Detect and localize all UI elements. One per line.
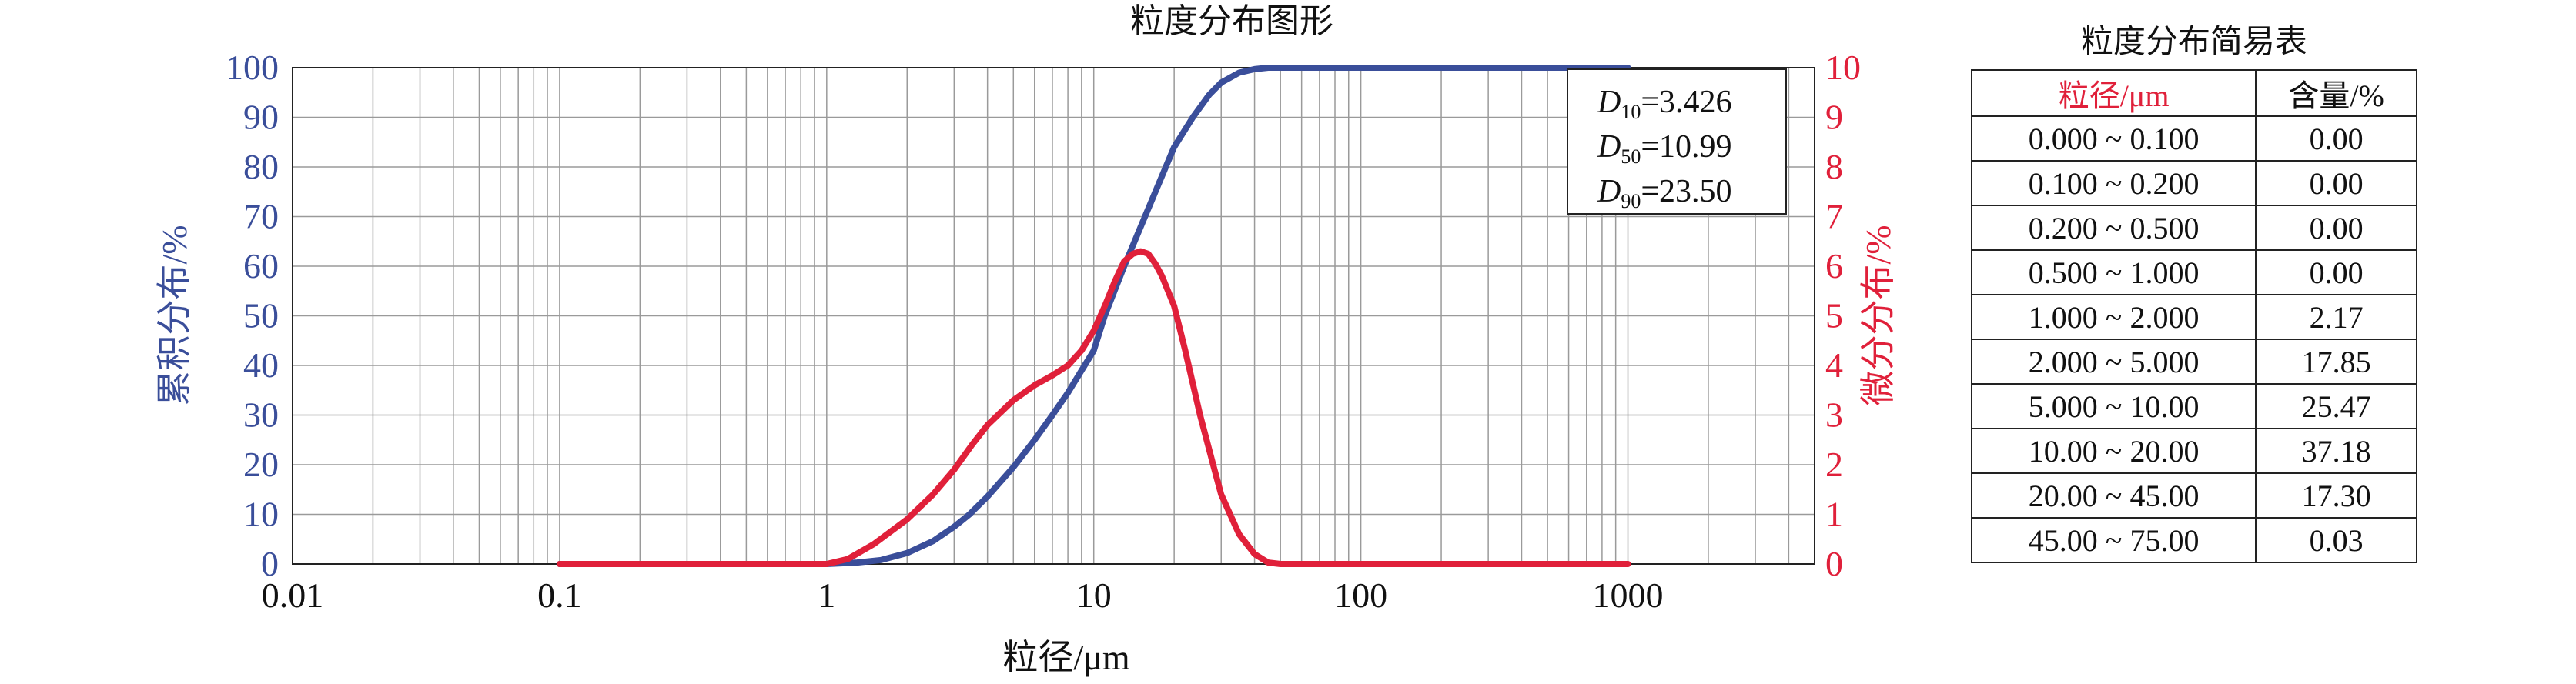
- right-tick-label: 4: [1825, 345, 1843, 385]
- range-cell: 20.00 ~ 45.00: [1970, 472, 2257, 519]
- differential-distribution-line: [556, 248, 1631, 567]
- series-lines: [556, 65, 1631, 567]
- grid-lines: [293, 68, 1815, 564]
- range-cell: 10.00 ~ 20.00: [1970, 428, 2257, 474]
- chart-title: 粒度分布图形: [1130, 2, 1333, 40]
- x-axis-ticks: 0.01 0.1 1 10 100 1000: [262, 576, 1664, 615]
- content-cell: 0.00: [2255, 205, 2417, 251]
- range-cell: 1.000 ~ 2.000: [1970, 294, 2257, 340]
- d90-label: D90=23.50: [1597, 174, 1732, 212]
- right-tick-label: 3: [1825, 395, 1843, 435]
- x-tick-label: 100: [1334, 576, 1387, 615]
- table-row: 0.500 ~ 1.000 0.00: [1970, 249, 2417, 295]
- x-axis-label: 粒径/μm: [1002, 638, 1129, 677]
- table-row: 0.000 ~ 0.100 0.00: [1970, 115, 2417, 162]
- range-cell: 0.200 ~ 0.500: [1970, 205, 2257, 251]
- right-tick-label: 1: [1825, 495, 1843, 534]
- content-cell: 17.30: [2255, 472, 2417, 519]
- cumulative-distribution-line: [556, 65, 1631, 567]
- x-tick-label: 1000: [1593, 576, 1664, 615]
- left-tick-label: 80: [243, 147, 279, 186]
- table-row: 45.00 ~ 75.00 0.03: [1970, 517, 2417, 563]
- right-tick-label: 8: [1825, 147, 1843, 186]
- table-row: 20.00 ~ 45.00 17.30: [1970, 472, 2417, 519]
- left-tick-label: 30: [243, 395, 279, 435]
- content-cell: 0.00: [2255, 249, 2417, 295]
- left-tick-label: 70: [243, 197, 279, 236]
- d50-label: D50=10.99: [1597, 129, 1732, 168]
- range-cell: 0.500 ~ 1.000: [1970, 249, 2257, 295]
- content-cell: 25.47: [2255, 383, 2417, 429]
- left-tick-label: 100: [226, 48, 279, 87]
- content-cell: 17.85: [2255, 339, 2417, 385]
- left-tick-label: 90: [243, 98, 279, 137]
- right-tick-label: 0: [1825, 544, 1843, 583]
- right-tick-label: 9: [1825, 98, 1843, 137]
- right-axis-label: 微分分布/%: [1858, 225, 1898, 405]
- d-values-box: [1567, 68, 1787, 215]
- d10-label: D10=3.426: [1597, 85, 1732, 123]
- table-row: 0.200 ~ 0.500 0.00: [1970, 205, 2417, 251]
- summary-table-panel: 粒度分布简易表 粒径/μm 含量/% 0.000 ~ 0.100 0.00 0.1…: [1970, 25, 2417, 563]
- left-axis-label: 累积分布/%: [155, 225, 194, 405]
- x-tick-label: 1: [818, 576, 835, 615]
- right-tick-label: 7: [1825, 197, 1843, 236]
- table-row: 5.000 ~ 10.00 25.47: [1970, 383, 2417, 429]
- d-values-legend: D10=3.426 D50=10.99 D90=23.50: [1567, 68, 1787, 215]
- range-cell: 0.100 ~ 0.200: [1970, 160, 2257, 206]
- size-distribution-table: 粒径/μm 含量/% 0.000 ~ 0.100 0.00 0.100 ~ 0.2…: [1970, 69, 2417, 563]
- content-cell: 0.00: [2255, 160, 2417, 206]
- content-cell: 0.00: [2255, 115, 2417, 162]
- right-tick-label: 5: [1825, 296, 1843, 335]
- range-cell: 45.00 ~ 75.00: [1970, 517, 2257, 563]
- right-tick-label: 6: [1825, 246, 1843, 285]
- right-axis-ticks: 0 1 2 3 4 5 6 7 8 9 10: [1825, 48, 1861, 583]
- range-cell: 5.000 ~ 10.00: [1970, 383, 2257, 429]
- content-cell: 37.18: [2255, 428, 2417, 474]
- x-tick-label: 0.01: [262, 576, 324, 615]
- table-row: 10.00 ~ 20.00 37.18: [1970, 428, 2417, 474]
- table-title: 粒度分布简易表: [2080, 25, 2307, 60]
- plot-frame: [292, 67, 1815, 565]
- x-tick-label: 0.1: [537, 576, 582, 615]
- left-tick-label: 20: [243, 445, 279, 484]
- content-cell: 0.03: [2255, 517, 2417, 563]
- left-tick-label: 50: [243, 296, 279, 335]
- x-tick-label: 10: [1076, 576, 1112, 615]
- table-row: 2.000 ~ 5.000 17.85: [1970, 339, 2417, 385]
- table-header-row: 粒径/μm 含量/%: [1970, 69, 2417, 117]
- left-tick-label: 10: [243, 495, 279, 534]
- left-tick-label: 40: [243, 345, 279, 385]
- left-tick-label: 0: [261, 544, 279, 583]
- header-particle-size: 粒径/μm: [1970, 69, 2257, 117]
- range-cell: 0.000 ~ 0.100: [1970, 115, 2257, 162]
- table-row: 0.100 ~ 0.200 0.00: [1970, 160, 2417, 206]
- range-cell: 2.000 ~ 5.000: [1970, 339, 2257, 385]
- left-tick-label: 60: [243, 246, 279, 285]
- table-row: 1.000 ~ 2.000 2.17: [1970, 294, 2417, 340]
- left-axis-ticks: 0 10 20 30 40 50 60 70 80 90 100: [226, 48, 279, 583]
- right-tick-label: 2: [1825, 445, 1843, 484]
- content-cell: 2.17: [2255, 294, 2417, 340]
- right-tick-label: 10: [1825, 48, 1861, 87]
- header-content: 含量/%: [2255, 69, 2417, 117]
